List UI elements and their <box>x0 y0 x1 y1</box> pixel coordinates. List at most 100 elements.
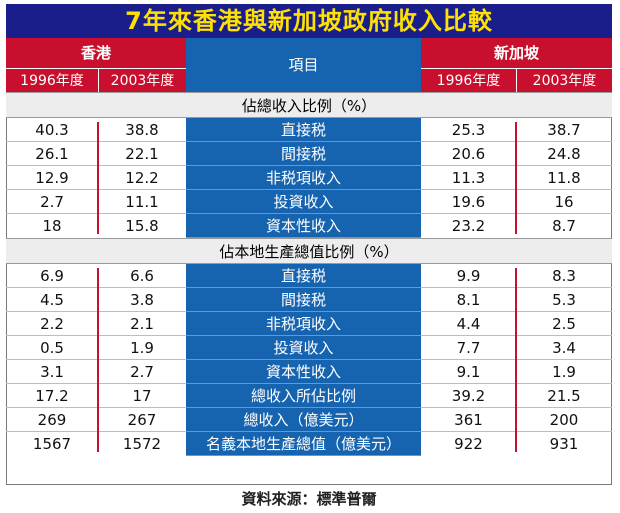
table-row: 40.3 38.8 25.3 38.7 直接税 <box>6 118 612 142</box>
row-divider <box>6 335 186 336</box>
column-divider <box>97 268 99 452</box>
singapore-header: 新加坡 <box>421 38 612 68</box>
sg-1996-cell: 4.4 <box>456 315 481 333</box>
row-divider <box>6 407 186 408</box>
table-row: 269 267 361 200 總收入（億美元） <box>6 408 612 432</box>
sg-year-2003-header: 2003年度 <box>516 68 612 92</box>
table-row: 17.2 17 39.2 21.5 總收入所佔比例 <box>6 384 612 408</box>
hk-2003-cell: 1572 <box>122 435 162 453</box>
hk-1996-cell: 3.1 <box>40 363 64 381</box>
row-item-label: 間接税 <box>186 142 421 166</box>
source-note: 資料來源：標準普爾 <box>241 490 377 508</box>
hong-kong-header: 香港 <box>6 38 186 68</box>
sg-1996-cell: 23.2 <box>451 217 486 235</box>
row-item-label: 總收入所佔比例 <box>186 384 421 408</box>
hk-1996-cell: 18 <box>42 217 62 235</box>
row-divider <box>6 311 186 312</box>
section-heading: 佔總收入比例（%） <box>6 92 612 118</box>
sg-2003-cell: 2.5 <box>552 315 576 333</box>
row-divider <box>6 189 186 190</box>
row-item-label: 投資收入 <box>186 190 421 214</box>
sg-1996-cell: 19.6 <box>451 193 486 211</box>
row-item-label: 名義本地生產總值（億美元） <box>186 432 421 456</box>
sg-2003-cell: 8.3 <box>552 267 576 285</box>
sg-1996-cell: 20.6 <box>451 145 486 163</box>
sg-1996-cell: 361 <box>454 411 483 429</box>
row-item-label: 總收入（億美元） <box>186 408 421 432</box>
row-divider <box>6 431 186 432</box>
table-row: 4.5 3.8 8.1 5.3 間接税 <box>6 288 612 312</box>
row-item-label: 直接税 <box>186 118 421 142</box>
hk-2003-cell: 3.8 <box>130 291 154 309</box>
sg-2003-cell: 5.3 <box>552 291 576 309</box>
sg-1996-cell: 9.1 <box>456 363 481 381</box>
table-row: 2.7 11.1 19.6 16 投資收入 <box>6 190 612 214</box>
hk-2003-cell: 22.1 <box>125 145 159 163</box>
row-divider <box>6 383 186 384</box>
row-item-label: 直接税 <box>186 264 421 288</box>
hk-1996-cell: 26.1 <box>35 145 69 163</box>
hk-1996-cell: 40.3 <box>35 121 69 139</box>
sg-1996-cell: 922 <box>454 435 483 453</box>
item-column-header: 項目 <box>186 38 421 92</box>
sg-1996-cell: 7.7 <box>456 339 481 357</box>
page-title: 7年來香港與新加坡政府收入比較 <box>6 4 612 38</box>
sg-2003-cell: 1.9 <box>552 363 576 381</box>
hk-2003-cell: 12.2 <box>125 169 159 187</box>
sg-2003-cell: 11.8 <box>547 169 581 187</box>
hk-1996-cell: 0.5 <box>40 339 64 357</box>
column-divider <box>515 122 517 234</box>
hk-2003-cell: 15.8 <box>125 217 159 235</box>
hk-1996-cell: 4.5 <box>40 291 64 309</box>
table-row: 18 15.8 23.2 8.7 資本性收入 <box>6 214 612 238</box>
column-divider <box>97 122 99 234</box>
table-row: 3.1 2.7 9.1 1.9 資本性收入 <box>6 360 612 384</box>
hk-2003-cell: 2.1 <box>130 315 154 333</box>
hk-2003-cell: 267 <box>127 411 157 429</box>
hk-2003-cell: 11.1 <box>125 193 159 211</box>
hk-1996-cell: 2.7 <box>40 193 64 211</box>
sg-2003-cell: 200 <box>549 411 579 429</box>
column-divider <box>515 268 517 452</box>
table-row: 12.9 12.2 11.3 11.8 非税項收入 <box>6 166 612 190</box>
row-item-label: 間接税 <box>186 288 421 312</box>
hk-2003-cell: 38.8 <box>125 121 159 139</box>
table-row: 6.9 6.6 9.9 8.3 直接税 <box>6 264 612 288</box>
row-divider <box>6 359 186 360</box>
table-row: 2.2 2.1 4.4 2.5 非税項收入 <box>6 312 612 336</box>
hk-1996-cell: 17.2 <box>35 387 69 405</box>
sg-1996-cell: 11.3 <box>451 169 486 187</box>
table-row: 0.5 1.9 7.7 3.4 投資收入 <box>6 336 612 360</box>
row-divider <box>6 213 186 214</box>
sg-2003-cell: 931 <box>549 435 579 453</box>
section-heading: 佔本地生產總值比例（%） <box>6 238 612 264</box>
table-row: 1567 1572 922 931 名義本地生產總值（億美元） <box>6 432 612 456</box>
hk-2003-cell: 2.7 <box>130 363 154 381</box>
hk-1996-cell: 12.9 <box>35 169 69 187</box>
row-item-label: 非税項收入 <box>186 166 421 190</box>
sg-2003-cell: 3.4 <box>552 339 576 357</box>
sg-2003-cell: 38.7 <box>547 121 581 139</box>
sg-1996-cell: 9.9 <box>456 267 481 285</box>
row-item-label: 資本性收入 <box>186 214 421 238</box>
sg-2003-cell: 24.8 <box>547 145 581 163</box>
hk-2003-cell: 6.6 <box>130 267 154 285</box>
row-item-label: 資本性收入 <box>186 360 421 384</box>
sg-1996-cell: 8.1 <box>456 291 481 309</box>
table-row: 26.1 22.1 20.6 24.8 間接税 <box>6 142 612 166</box>
sg-1996-cell: 25.3 <box>451 121 486 139</box>
hk-1996-cell: 269 <box>37 411 67 429</box>
hk-1996-cell: 2.2 <box>40 315 64 333</box>
row-item-label: 投資收入 <box>186 336 421 360</box>
hk-2003-cell: 17 <box>132 387 152 405</box>
row-divider <box>6 141 186 142</box>
hk-year-2003-header: 2003年度 <box>98 68 186 92</box>
hk-year-1996-header: 1996年度 <box>6 68 98 92</box>
row-item-label: 非税項收入 <box>186 312 421 336</box>
hk-2003-cell: 1.9 <box>130 339 154 357</box>
hk-1996-cell: 1567 <box>32 435 72 453</box>
sg-2003-cell: 8.7 <box>552 217 576 235</box>
row-divider <box>6 287 186 288</box>
sg-2003-cell: 16 <box>554 193 574 211</box>
sg-year-1996-header: 1996年度 <box>421 68 516 92</box>
